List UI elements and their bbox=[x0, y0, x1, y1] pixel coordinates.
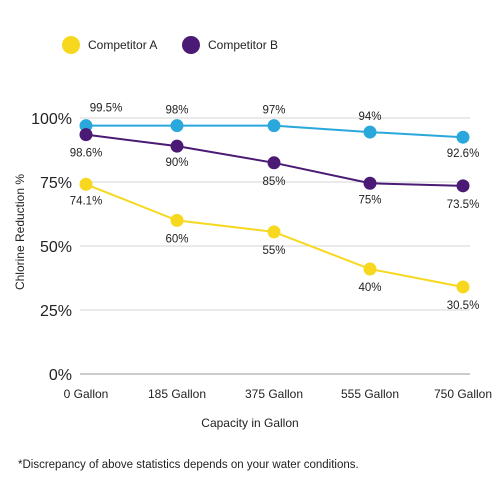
y-tick-label: 75% bbox=[40, 175, 72, 192]
data-point bbox=[79, 177, 93, 191]
data-point bbox=[456, 130, 470, 144]
data-label: 99.5% bbox=[90, 103, 123, 115]
data-label: 55% bbox=[262, 245, 285, 257]
data-label: 85% bbox=[262, 176, 285, 188]
data-label: 94% bbox=[358, 111, 381, 123]
data-point bbox=[456, 280, 470, 294]
data-label: 74.1% bbox=[70, 195, 103, 207]
data-point bbox=[267, 119, 281, 133]
data-label: 92.6% bbox=[447, 148, 480, 160]
x-tick-label: 375 Gallon bbox=[245, 387, 303, 401]
legend-swatch-competitor-b bbox=[182, 36, 200, 54]
y-tick-label: 100% bbox=[31, 111, 72, 128]
data-label: 75% bbox=[358, 194, 381, 206]
y-tick-label: 0% bbox=[49, 367, 72, 384]
legend-item-competitor-b: Competitor B bbox=[182, 36, 278, 54]
data-point bbox=[79, 128, 93, 142]
data-label: 60% bbox=[165, 233, 188, 245]
data-point bbox=[456, 179, 470, 193]
data-point bbox=[170, 119, 184, 133]
data-label: 73.5% bbox=[447, 199, 480, 211]
legend-swatch-competitor-a bbox=[62, 36, 80, 54]
data-point bbox=[170, 213, 184, 227]
x-tick-label: 0 Gallon bbox=[64, 387, 109, 401]
data-point bbox=[363, 262, 377, 276]
y-tick-label: 50% bbox=[40, 239, 72, 256]
legend-item-competitor-a: Competitor A bbox=[62, 36, 157, 54]
y-axis-title: Chlorine Reduction % bbox=[13, 174, 27, 290]
data-point bbox=[267, 225, 281, 239]
data-label: 98% bbox=[165, 105, 188, 117]
legend-label-competitor-a: Competitor A bbox=[88, 38, 158, 52]
data-label: 90% bbox=[165, 157, 188, 169]
x-axis-title: Capacity in Gallon bbox=[201, 416, 298, 430]
data-point bbox=[363, 125, 377, 139]
data-point bbox=[363, 176, 377, 190]
x-tick-label: 750 Gallon bbox=[434, 387, 492, 401]
data-point bbox=[170, 139, 184, 153]
data-point bbox=[79, 119, 93, 133]
x-tick-label: 555 Gallon bbox=[341, 387, 399, 401]
footnote: *Discrepancy of above statistics depends… bbox=[18, 459, 359, 471]
data-label: 30.5% bbox=[447, 300, 480, 312]
data-label: 98.6% bbox=[70, 148, 103, 160]
data-label: 40% bbox=[358, 282, 381, 294]
y-tick-label: 25% bbox=[40, 303, 72, 320]
x-tick-label: 185 Gallon bbox=[148, 387, 206, 401]
data-label: 97% bbox=[262, 105, 285, 117]
legend-label-competitor-b: Competitor B bbox=[208, 38, 279, 52]
data-point bbox=[267, 156, 281, 170]
